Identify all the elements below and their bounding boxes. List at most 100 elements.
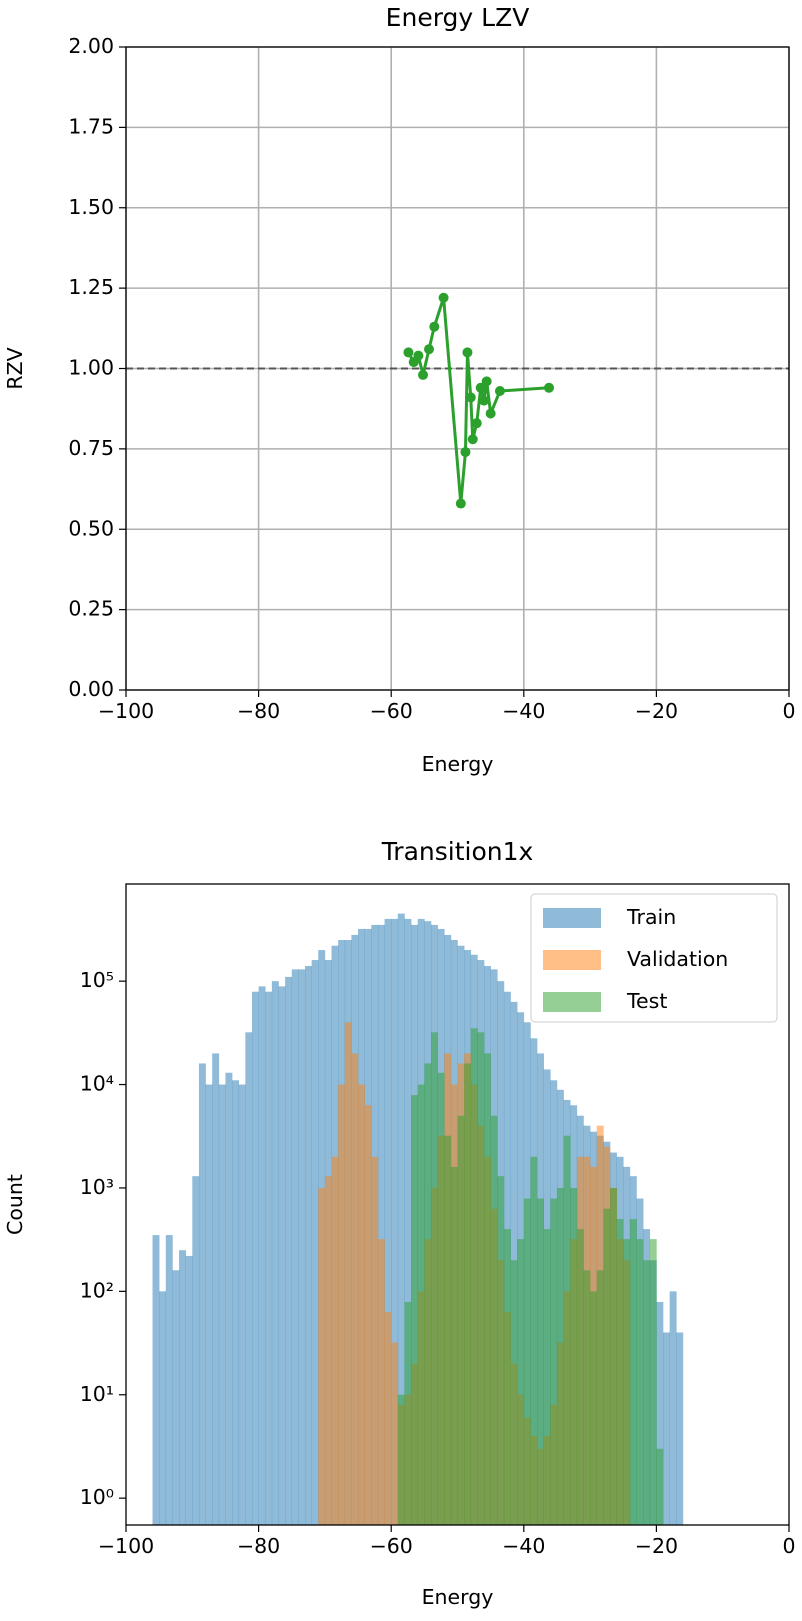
histogram-bar [484, 1053, 491, 1525]
y-tick-label: 10⁴ [80, 1072, 114, 1096]
histogram-bar [344, 1022, 352, 1525]
x-tick-label: −60 [370, 1534, 413, 1558]
histogram-bar [364, 1105, 372, 1525]
histogram-bar [397, 913, 405, 1525]
histogram-bar [517, 1239, 525, 1525]
data-point [438, 292, 449, 303]
y-tick-label: 0.25 [68, 597, 114, 621]
histogram-bar [649, 1239, 657, 1525]
y-tick-label: 0.00 [68, 677, 114, 701]
histogram-bar [172, 1270, 180, 1525]
histogram-bar [530, 1156, 538, 1525]
data-point [475, 382, 486, 393]
y-tick-label: 10² [80, 1278, 114, 1302]
histogram-bar [424, 1063, 432, 1525]
x-tick-label: −20 [635, 1534, 678, 1558]
x-tick-label: 0 [782, 1534, 795, 1558]
chart-title: Energy LZV [386, 3, 530, 32]
histogram-bar [218, 1084, 226, 1525]
x-tick-label: −20 [635, 699, 678, 723]
y-tick-label: 1.00 [68, 356, 114, 380]
histogram-bar [583, 1270, 591, 1525]
data-point [479, 395, 490, 406]
data-point [485, 408, 496, 419]
histogram-bar [676, 1332, 684, 1525]
histogram-bar [391, 918, 399, 1525]
y-tick-label: 0.50 [68, 516, 114, 540]
plot-frame [125, 883, 790, 1526]
histogram-bar [278, 986, 286, 1525]
histogram-bar [609, 1187, 617, 1525]
x-tick-label: −40 [502, 1534, 545, 1558]
histogram-bar [477, 1032, 485, 1525]
chart: Energy LZV Energy RZV −100 −80 −60 −40 −20 0 0.00… [3, 3, 796, 776]
x-axis-label: Energy [422, 1585, 494, 1609]
histogram-bar [550, 1198, 558, 1525]
data-point [460, 447, 471, 458]
histogram-bar [291, 969, 299, 1525]
y-axis-label: RZV [3, 347, 27, 389]
data-point [494, 386, 505, 397]
histogram-bar [258, 986, 266, 1525]
histogram-bar [603, 1208, 611, 1525]
histogram-bar [537, 1198, 544, 1525]
y-tick-label: 10¹ [80, 1382, 114, 1406]
x-tick-label: 0 [782, 699, 795, 723]
histogram-bar [616, 1219, 624, 1525]
data-line [407, 297, 550, 504]
histogram-bar [298, 969, 306, 1525]
histogram-bar [331, 1156, 339, 1525]
histogram-bar [470, 1028, 478, 1525]
histogram-bar [669, 1291, 677, 1525]
histogram-bar [656, 1448, 664, 1525]
x-tick-label: −100 [98, 699, 154, 723]
plot-frame [125, 46, 790, 691]
legend-label: Validation [627, 947, 728, 971]
histogram-bar [185, 1255, 193, 1525]
histogram-bar [245, 1032, 253, 1525]
y-tick-label: 10³ [80, 1175, 114, 1199]
histogram-bar [351, 1053, 359, 1525]
histogram-bar [643, 1260, 651, 1525]
data-point [543, 382, 554, 393]
legend-swatch [543, 908, 601, 928]
histogram-bar [570, 1187, 578, 1525]
histogram-bar [205, 1084, 213, 1525]
histogram-bar [159, 1291, 167, 1525]
histogram-bar [417, 1084, 425, 1525]
histogram-bar [596, 1270, 604, 1525]
x-tick-label: −100 [98, 1534, 154, 1558]
histogram-bar [563, 1135, 571, 1525]
histogram-bar [238, 1084, 246, 1525]
data-point [465, 392, 476, 403]
data-point [413, 350, 424, 361]
legend-swatch [543, 992, 601, 1012]
data-point [429, 321, 440, 332]
histogram-bar [437, 1072, 445, 1525]
histogram-bar [523, 1198, 531, 1525]
histogram-bar [212, 1053, 220, 1525]
histogram-bar [305, 966, 312, 1525]
data-point [423, 344, 434, 355]
histogram-bar [404, 918, 412, 1525]
legend-label: Train [626, 905, 676, 929]
histogram-bar [411, 1095, 419, 1525]
y-tick-label: 0.75 [68, 436, 114, 460]
histogram-bar [543, 1229, 551, 1525]
y-tick-label: 10⁰ [80, 1485, 114, 1509]
histogram-bar [430, 1032, 438, 1525]
histogram-bar [311, 960, 319, 1525]
chart-title: Transition1x [381, 837, 534, 866]
histogram-bar [450, 1166, 458, 1525]
histogram-bar [318, 1187, 326, 1525]
data-point [467, 434, 478, 445]
histogram-bar [497, 1176, 505, 1525]
histogram-bar [377, 924, 385, 1525]
histogram-bar [384, 1312, 392, 1525]
histogram-bar [391, 1342, 399, 1525]
histogram-bar [457, 1115, 465, 1525]
x-tick-label: −40 [502, 699, 545, 723]
x-axis-label: Energy [422, 752, 494, 776]
histogram-bar [232, 1080, 240, 1525]
data-point [455, 498, 466, 509]
